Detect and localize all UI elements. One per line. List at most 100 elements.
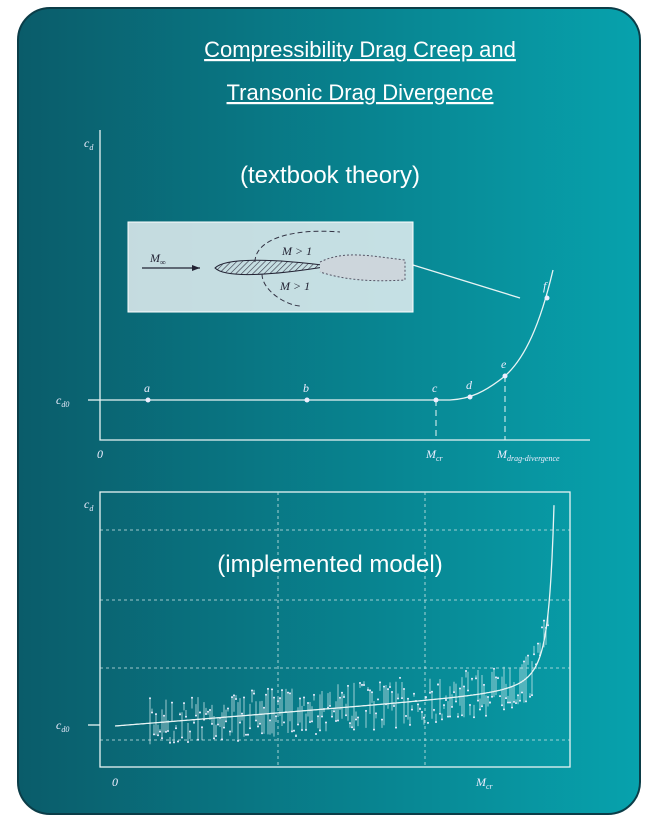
- curve-point: [545, 296, 550, 301]
- scatter-dot: [357, 716, 359, 718]
- scatter-dot: [179, 713, 181, 715]
- scatter-dot: [151, 711, 153, 713]
- scatter-dot: [183, 702, 185, 704]
- point-label: c: [432, 381, 438, 395]
- scatter-dot: [193, 722, 195, 724]
- scatter-dot: [393, 705, 395, 707]
- scatter-dot: [149, 697, 151, 699]
- scatter-dot: [271, 688, 273, 690]
- scatter-dot: [443, 704, 445, 706]
- scatter-dot: [309, 721, 311, 723]
- scatter-dot: [259, 723, 261, 725]
- scatter-dot: [315, 733, 317, 735]
- scatter-dot: [267, 688, 269, 690]
- curve-point: [434, 398, 439, 403]
- scatter-dot: [221, 738, 223, 740]
- scatter-dot: [441, 718, 443, 720]
- curve-point: [503, 374, 508, 379]
- scatter-dot: [231, 696, 233, 698]
- scatter-dot: [481, 705, 483, 707]
- scatter-dot: [249, 727, 251, 729]
- scatter-dot: [303, 696, 305, 698]
- scatter-dot: [281, 689, 283, 691]
- scatter-dot: [445, 699, 447, 701]
- curve-point: [305, 398, 310, 403]
- scatter-dot: [407, 698, 409, 700]
- scatter-dot: [251, 690, 253, 692]
- scatter-dot: [159, 731, 161, 733]
- curve-point: [468, 395, 473, 400]
- scatter-dot: [321, 716, 323, 718]
- scatter-dot: [473, 716, 475, 718]
- scatter-dot: [209, 709, 211, 711]
- curve-point: [146, 398, 151, 403]
- scatter-dot: [243, 697, 245, 699]
- origin-label: 0: [97, 447, 103, 461]
- scatter-dot: [491, 696, 493, 698]
- scatter-dot: [277, 700, 279, 702]
- point-label: d: [466, 378, 473, 392]
- scatter-dot: [189, 730, 191, 732]
- scatter-dot: [163, 715, 165, 717]
- scatter-dot: [205, 713, 207, 715]
- scatter-dot: [247, 734, 249, 736]
- scatter-dot: [291, 730, 293, 732]
- scatter-dot: [215, 735, 217, 737]
- scatter-dot: [361, 684, 363, 686]
- scatter-dot: [477, 700, 479, 702]
- scatter-dot: [239, 722, 241, 724]
- scatter-dot: [423, 717, 425, 719]
- caption: (textbook theory): [240, 162, 420, 189]
- scatter-dot: [197, 739, 199, 741]
- scatter-dot: [161, 737, 163, 739]
- scatter-dot: [171, 702, 173, 704]
- scatter-dot: [487, 696, 489, 698]
- scatter-dot: [421, 711, 423, 713]
- scatter-dot: [427, 722, 429, 724]
- scatter-dot: [331, 716, 333, 718]
- scatter-dot: [223, 727, 225, 729]
- scatter-dot: [521, 692, 523, 694]
- scatter-dot: [345, 714, 347, 716]
- scatter-dot: [301, 729, 303, 731]
- scatter-dot: [433, 709, 435, 711]
- scatter-dot: [265, 694, 267, 696]
- scatter-dot: [459, 688, 461, 690]
- scatter-dot: [505, 697, 507, 699]
- scatter-dot: [347, 685, 349, 687]
- scatter-dot: [185, 716, 187, 718]
- scatter-dot: [391, 691, 393, 693]
- scatter-dot: [401, 697, 403, 699]
- scatter-dot: [317, 715, 319, 717]
- scatter-dot: [319, 729, 321, 731]
- scatter-dot: [411, 709, 413, 711]
- scatter-dot: [519, 700, 521, 702]
- scatter-dot: [437, 683, 439, 685]
- scatter-dot: [379, 681, 381, 683]
- scatter-dot: [509, 701, 511, 703]
- scatter-dot: [201, 726, 203, 728]
- scatter-dot: [467, 690, 469, 692]
- scatter-dot: [375, 712, 377, 714]
- scatter-dot: [497, 677, 499, 679]
- scatter-dot: [507, 702, 509, 704]
- scatter-dot: [447, 716, 449, 718]
- scatter-dot: [429, 692, 431, 694]
- scatter-dot: [335, 720, 337, 722]
- scatter-dot: [333, 710, 335, 712]
- scatter-dot: [537, 643, 539, 645]
- scatter-dot: [313, 694, 315, 696]
- scatter-dot: [461, 714, 463, 716]
- scatter-dot: [235, 698, 237, 700]
- scatter-dot: [297, 723, 299, 725]
- scatter-dot: [405, 715, 407, 717]
- scatter-dot: [181, 736, 183, 738]
- scatter-dot: [499, 695, 501, 697]
- scatter-dot: [485, 715, 487, 717]
- scatter-dot: [513, 701, 515, 703]
- scatter-dot: [529, 696, 531, 698]
- scatter-dot: [367, 689, 369, 691]
- caption: (implemented model): [217, 551, 442, 578]
- scatter-dot: [517, 694, 519, 696]
- scatter-dot: [371, 691, 373, 693]
